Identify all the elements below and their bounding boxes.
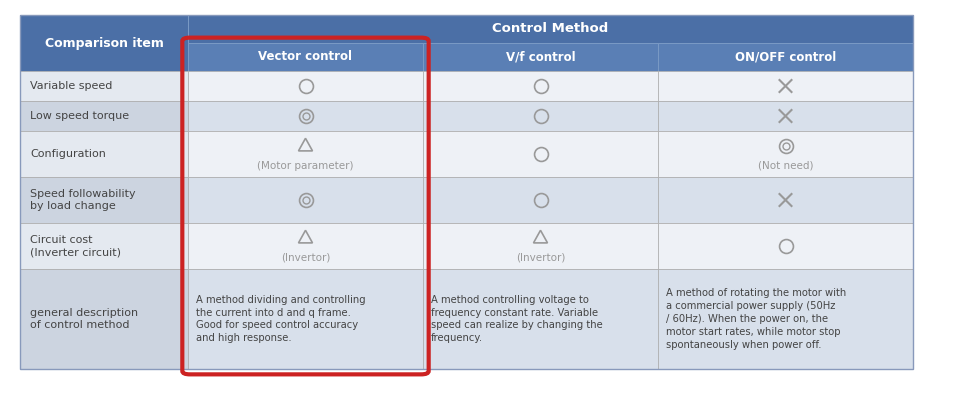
Bar: [423, 131, 658, 177]
Text: (Invertor): (Invertor): [281, 253, 330, 263]
Text: (Invertor): (Invertor): [516, 253, 565, 263]
Text: general description
of control method: general description of control method: [30, 308, 138, 330]
Text: Low speed torque: Low speed torque: [30, 111, 130, 121]
Bar: [658, 101, 913, 131]
Bar: [188, 101, 423, 131]
Bar: [188, 71, 423, 101]
Bar: [188, 269, 423, 369]
Bar: [423, 101, 658, 131]
Bar: [20, 223, 188, 269]
Bar: [423, 177, 658, 223]
Bar: [188, 131, 423, 177]
Text: ON/OFF control: ON/OFF control: [734, 50, 836, 63]
Bar: [20, 71, 188, 101]
Bar: [188, 43, 423, 71]
Bar: [20, 269, 188, 369]
Bar: [658, 177, 913, 223]
Text: Speed followability
by load change: Speed followability by load change: [30, 189, 135, 211]
Text: Comparison item: Comparison item: [44, 37, 163, 50]
Text: Circuit cost
(Inverter circuit): Circuit cost (Inverter circuit): [30, 235, 121, 257]
Text: A method of rotating the motor with
a commercial power supply (50Hz
/ 60Hz). Whe: A method of rotating the motor with a co…: [666, 289, 847, 349]
Bar: [423, 71, 658, 101]
Text: Vector control: Vector control: [258, 50, 352, 63]
Text: A method controlling voltage to
frequency constant rate. Variable
speed can real: A method controlling voltage to frequenc…: [431, 295, 603, 343]
Bar: [423, 269, 658, 369]
Text: Variable speed: Variable speed: [30, 81, 112, 91]
Bar: [658, 269, 913, 369]
Text: Control Method: Control Method: [492, 23, 609, 36]
Bar: [423, 223, 658, 269]
Bar: [658, 223, 913, 269]
Bar: [20, 15, 188, 71]
Bar: [658, 131, 913, 177]
Text: V/f control: V/f control: [506, 50, 575, 63]
Bar: [20, 131, 188, 177]
Bar: [423, 43, 658, 71]
Text: Configuration: Configuration: [30, 149, 106, 159]
Text: (Motor parameter): (Motor parameter): [257, 161, 353, 171]
Bar: [20, 101, 188, 131]
Bar: [188, 177, 423, 223]
Bar: [20, 15, 913, 369]
Bar: [20, 177, 188, 223]
Bar: [658, 43, 913, 71]
Bar: [188, 223, 423, 269]
Bar: [658, 71, 913, 101]
Text: A method dividing and controlling
the current into d and q frame.
Good for speed: A method dividing and controlling the cu…: [196, 295, 366, 343]
Text: (Not need): (Not need): [757, 161, 813, 171]
Bar: [188, 15, 913, 43]
